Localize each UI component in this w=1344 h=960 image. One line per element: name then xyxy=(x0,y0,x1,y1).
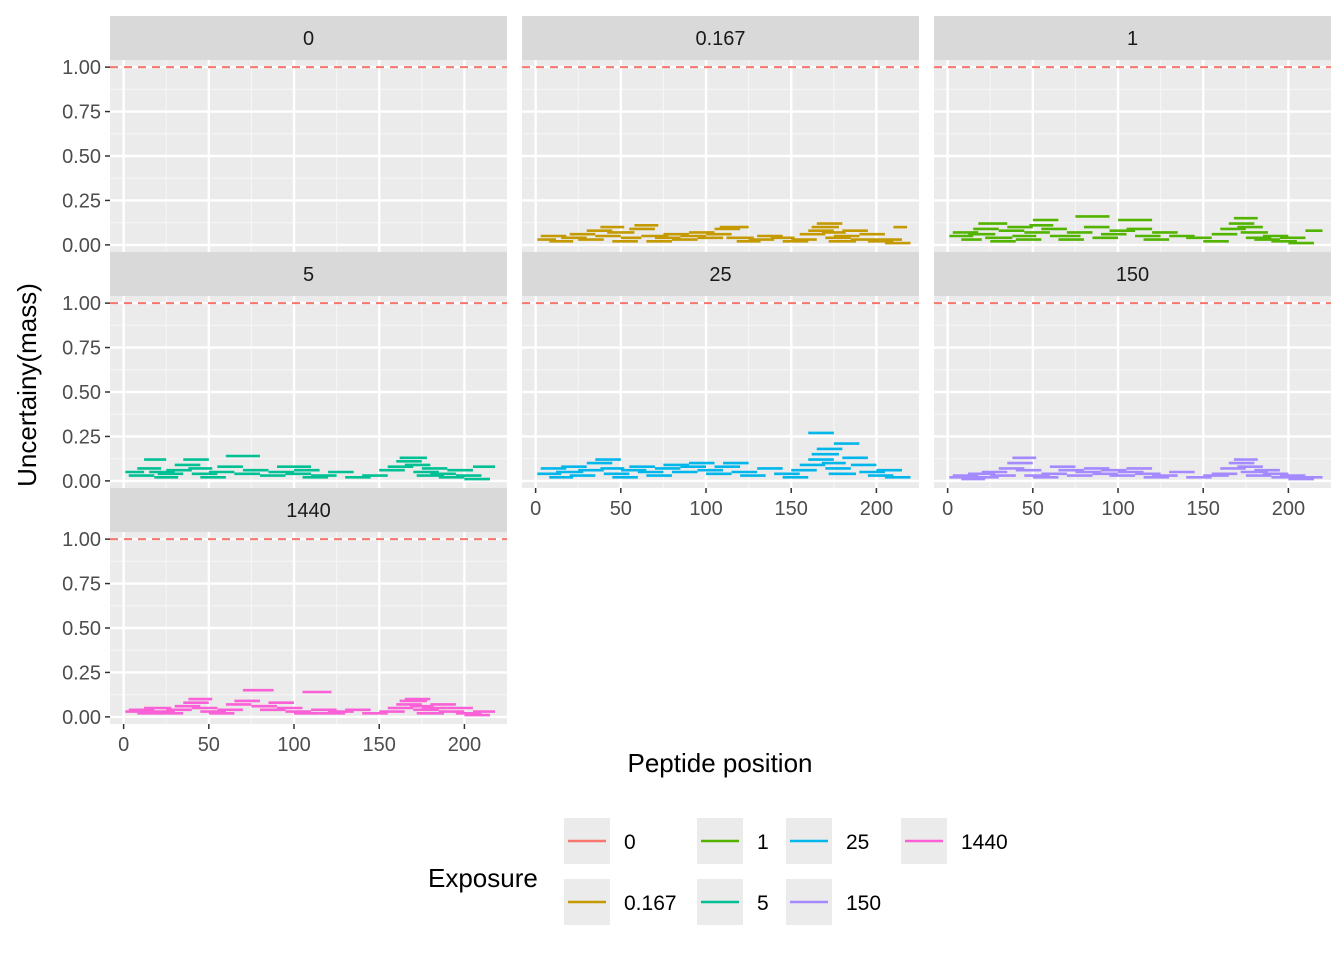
legend-entry: 1 xyxy=(697,818,769,864)
x-tick-label: 0 xyxy=(118,734,129,756)
x-axes-layer: 0 50 100 150 200 0 50 100 150 200 0 50 100 150 200 xyxy=(118,488,1305,756)
facet-panel: 5 0.00 0.25 0.50 0.75 1.00 xyxy=(62,252,507,493)
y-tick-label: 0.75 xyxy=(62,102,101,124)
facet-strip-label: 0.167 xyxy=(695,28,745,50)
x-tick-label: 200 xyxy=(1272,498,1305,520)
x-tick-label: 100 xyxy=(689,498,722,520)
x-tick-label: 200 xyxy=(448,734,481,756)
facet-panel: 1440 0.00 0.25 0.50 0.75 1.00 xyxy=(62,488,507,729)
legend-title: Exposure xyxy=(428,863,538,893)
facet-strip xyxy=(522,252,919,296)
facet-strip-label: 25 xyxy=(709,264,731,286)
y-tick-label: 1.00 xyxy=(62,57,101,79)
y-axis-title: Uncertainy(mass) xyxy=(12,283,42,487)
facet-strip xyxy=(110,252,507,296)
x-tick-label: 0 xyxy=(530,498,541,520)
legend-label: 1 xyxy=(757,831,769,854)
x-tick-label: 200 xyxy=(860,498,893,520)
y-tick-label: 0.50 xyxy=(62,618,101,640)
legend-label: 1440 xyxy=(961,831,1008,854)
x-tick-label: 100 xyxy=(1101,498,1134,520)
x-tick-label: 150 xyxy=(363,734,396,756)
y-tick-label: 0.75 xyxy=(62,574,101,596)
facet-strip xyxy=(934,252,1331,296)
legend-label: 0.167 xyxy=(624,892,677,915)
legend-label: 25 xyxy=(846,831,869,854)
y-tick-label: 0.25 xyxy=(62,190,101,212)
y-tick-label: 0.00 xyxy=(62,235,101,257)
x-tick-label: 150 xyxy=(775,498,808,520)
y-tick-label: 0.50 xyxy=(62,382,101,404)
legend-entry: 0 xyxy=(564,818,636,864)
y-tick-label: 0.00 xyxy=(62,707,101,729)
y-tick-label: 1.00 xyxy=(62,293,101,315)
facet-strip xyxy=(110,488,507,532)
x-tick-label: 50 xyxy=(198,734,220,756)
legend-entry: 5 xyxy=(697,879,769,925)
facet-strip xyxy=(522,16,919,60)
facet-panel: 150 xyxy=(934,252,1331,488)
facet-panel: 1 xyxy=(934,16,1331,252)
y-tick-label: 0.50 xyxy=(62,146,101,168)
legend-entry: 0.167 xyxy=(564,879,677,925)
legend: Exposure 0 0.167 1 5 25 150 1440 xyxy=(428,818,1008,925)
panels-layer: 0 0.00 0.25 0.50 0.75 1.00 0.167 1 5 0.00 0.25 0.50… xyxy=(62,16,1331,729)
x-tick-label: 0 xyxy=(942,498,953,520)
legend-entry: 150 xyxy=(786,879,881,925)
x-tick-label: 100 xyxy=(277,734,310,756)
facet-strip-label: 5 xyxy=(303,264,314,286)
facet-strip-label: 0 xyxy=(303,28,314,50)
facet-strip-label: 150 xyxy=(1116,264,1149,286)
legend-entry: 25 xyxy=(786,818,869,864)
x-tick-label: 50 xyxy=(1022,498,1044,520)
y-tick-label: 0.25 xyxy=(62,426,101,448)
y-tick-label: 0.00 xyxy=(62,471,101,493)
x-tick-label: 50 xyxy=(610,498,632,520)
legend-entry: 1440 xyxy=(901,818,1008,864)
x-axis-title: Peptide position xyxy=(627,748,812,778)
legend-label: 150 xyxy=(846,892,881,915)
facet-panel: 0 0.00 0.25 0.50 0.75 1.00 xyxy=(62,16,507,257)
y-tick-label: 0.75 xyxy=(62,338,101,360)
facet-panel: 0.167 xyxy=(522,16,919,252)
y-tick-label: 0.25 xyxy=(62,662,101,684)
facet-strip-label: 1440 xyxy=(286,500,331,522)
facet-strip xyxy=(934,16,1331,60)
facet-panel: 25 xyxy=(522,252,919,488)
legend-label: 0 xyxy=(624,831,636,854)
x-tick-label: 150 xyxy=(1187,498,1220,520)
facet-strip xyxy=(110,16,507,60)
legend-label: 5 xyxy=(757,892,769,915)
facet-strip-label: 1 xyxy=(1127,28,1138,50)
y-tick-label: 1.00 xyxy=(62,529,101,551)
